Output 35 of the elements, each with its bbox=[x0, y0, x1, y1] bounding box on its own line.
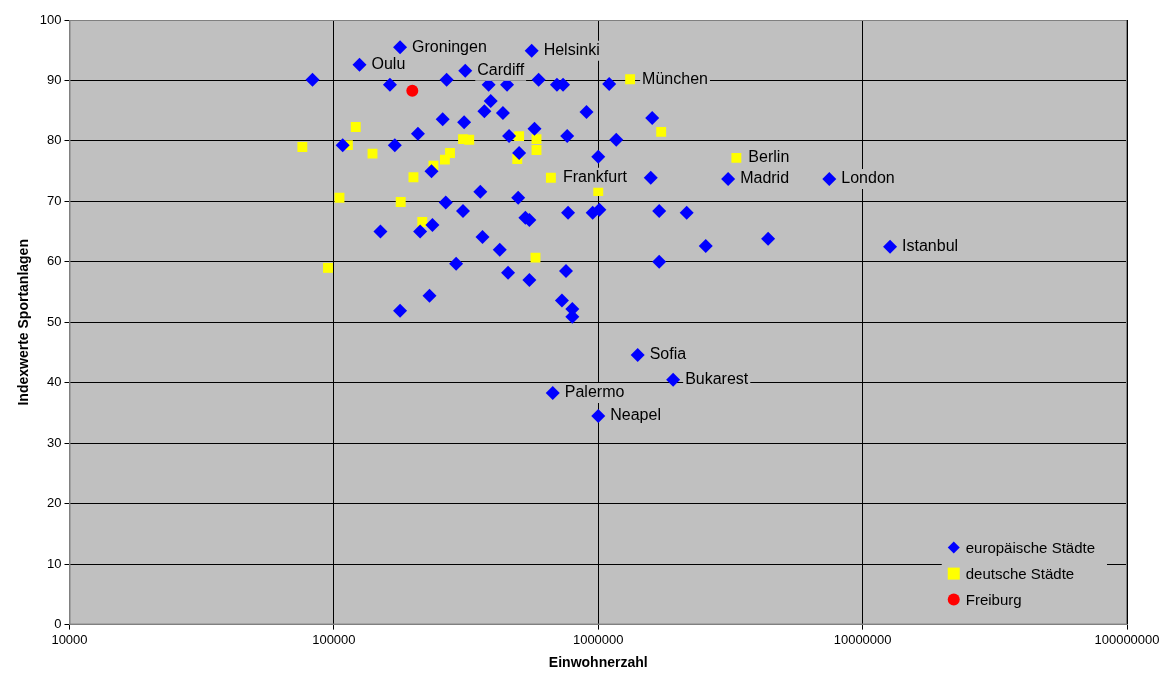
y-axis-title: Indexwerte Sportanlagen bbox=[15, 239, 32, 406]
y-tick-label: 70 bbox=[47, 192, 62, 208]
annotation: Sofia bbox=[649, 345, 687, 363]
annotation: Frankfurt bbox=[562, 168, 628, 186]
legend-label: europäische Städte bbox=[965, 538, 1096, 556]
y-tick-label: 50 bbox=[47, 313, 62, 329]
y-tick-label: 0 bbox=[54, 616, 62, 632]
y-tick-label: 100 bbox=[39, 11, 62, 27]
annotation: Helsinki bbox=[543, 41, 600, 59]
annotation: München bbox=[642, 69, 708, 87]
y-tick-label: 40 bbox=[47, 374, 62, 390]
annotation: Cardiff bbox=[477, 61, 525, 79]
annotation: Groningen bbox=[412, 37, 487, 55]
legend-label: deutsche Städte bbox=[965, 564, 1075, 582]
x-tick-label: 10000 bbox=[51, 631, 88, 647]
y-tick-label: 20 bbox=[47, 495, 62, 511]
x-tick-label: 100000 bbox=[312, 631, 356, 647]
y-tick-label: 90 bbox=[47, 72, 62, 88]
annotation: Oulu bbox=[371, 55, 406, 73]
y-tick-label: 80 bbox=[47, 132, 62, 148]
annotation: Bukarest bbox=[685, 370, 749, 388]
annotation: Palermo bbox=[564, 383, 625, 401]
x-tick-label: 1000000 bbox=[572, 631, 624, 647]
annotation: Istanbul bbox=[902, 237, 959, 255]
y-tick-label: 30 bbox=[47, 434, 62, 450]
x-axis-title: Einwohnerzahl bbox=[548, 654, 648, 671]
x-tick-label: 10000000 bbox=[833, 631, 892, 647]
annotation: Madrid bbox=[740, 169, 790, 187]
annotation: London bbox=[841, 169, 895, 187]
annotation: Neapel bbox=[610, 406, 661, 424]
y-tick-label: 60 bbox=[47, 253, 62, 269]
annotation: Berlin bbox=[748, 148, 790, 166]
x-tick-label: 100000000 bbox=[1094, 631, 1160, 647]
legend-label: Freiburg bbox=[965, 590, 1022, 608]
y-tick-label: 10 bbox=[47, 555, 62, 571]
